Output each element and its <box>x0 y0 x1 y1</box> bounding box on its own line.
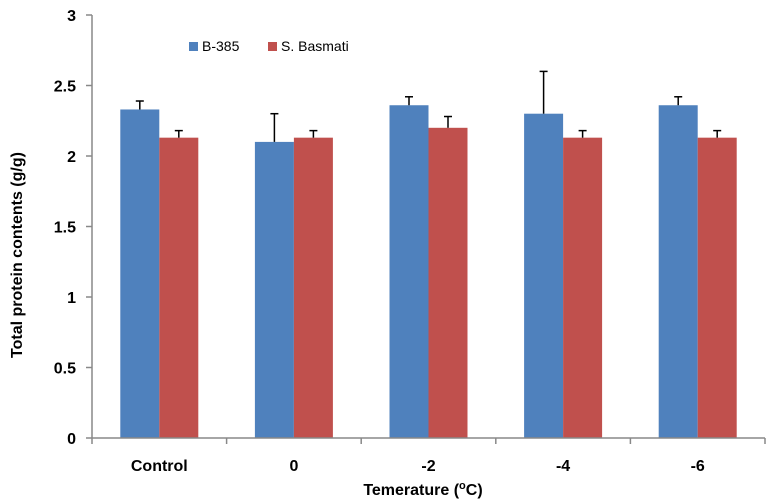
bar-b385 <box>658 105 698 439</box>
x-tick-label: Control <box>131 458 188 475</box>
bar-b385 <box>254 141 294 438</box>
bar-b385 <box>120 109 160 438</box>
y-tick-label: 2.5 <box>54 79 76 96</box>
x-tick-label: -4 <box>556 458 570 475</box>
bar-basmati <box>428 127 468 439</box>
y-tick-label: 0.5 <box>54 361 76 378</box>
x-axis-title-pre: Temerature ( <box>363 482 459 499</box>
bars <box>120 105 737 439</box>
bar-basmati <box>697 137 737 439</box>
y-axis-title: Total protein contents (g/g) <box>9 152 26 358</box>
x-axis-ticks: Control 0 -2 -4 -6 <box>91 438 766 475</box>
bar-basmati <box>159 137 199 439</box>
bar-basmati <box>293 137 333 439</box>
x-tick-label: -6 <box>691 458 705 475</box>
legend-label: B-385 <box>202 38 240 54</box>
y-tick-label: 1.5 <box>54 220 76 237</box>
y-tick-label: 1 <box>67 290 76 307</box>
x-axis-title: Temerature (oC) <box>363 480 482 499</box>
legend-label: S. Basmati <box>281 38 349 54</box>
bar-b385 <box>524 113 564 438</box>
x-tick-label: 0 <box>289 458 298 475</box>
bar-basmati <box>563 137 603 439</box>
x-axis-title-post: C) <box>466 482 483 499</box>
y-tick-label: 0 <box>67 431 76 448</box>
y-axis-ticks: 0 0.5 1 1.5 2 2.5 3 <box>54 8 92 448</box>
x-axis-title-sup: o <box>459 480 466 492</box>
legend-swatch <box>189 42 198 51</box>
x-tick-label: -2 <box>421 458 435 475</box>
y-tick-label: 2 <box>67 149 76 166</box>
error-bars <box>135 70 722 142</box>
legend-swatch <box>268 42 277 51</box>
legend: B-385 S. Basmati <box>189 38 349 54</box>
y-tick-label: 3 <box>67 8 76 25</box>
bar-b385 <box>389 105 429 439</box>
